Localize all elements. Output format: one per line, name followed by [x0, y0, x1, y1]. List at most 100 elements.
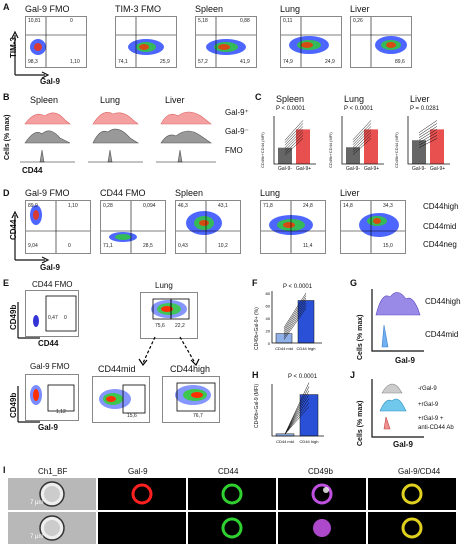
panel-d-title-0: Gal-9 FMO	[25, 188, 70, 198]
panel-c-pair-line	[352, 138, 372, 155]
panel-d-axis-arrows	[11, 210, 50, 264]
panel-c-title-0: Spleen	[276, 94, 305, 104]
panel-a-label: A	[3, 2, 10, 12]
panel-c-pair-line	[284, 129, 304, 148]
panel-a-quad-value: 57,2	[198, 59, 208, 65]
panel-i-channel-0: Ch1_BF	[38, 467, 68, 476]
panel-c-pair-line	[352, 120, 372, 140]
panel-i-image-cell	[278, 512, 366, 544]
hist-spleen	[20, 112, 75, 163]
panel-e-title-lung: Lung	[155, 281, 173, 290]
panel-j-histograms	[371, 379, 424, 438]
panel-d-quad-value: 24,8	[303, 203, 313, 209]
panel-f-xtick: CD44 high	[297, 346, 316, 351]
panel-c-pair-line	[352, 129, 372, 148]
panel-f-ytick: 80	[266, 291, 271, 296]
panel-c-pair-line	[284, 126, 304, 146]
panel-c-pair-line	[418, 132, 438, 143]
panel-a-plot-3: 0,11 74,9 24,9	[280, 16, 342, 68]
panel-c-pair-line	[352, 132, 372, 150]
panel-d-quad-value: 0	[68, 243, 71, 249]
panel-j-ylabel: Cells (% max)	[357, 400, 364, 446]
panel-j-legend-2: +rGal-9 +	[418, 416, 444, 422]
panel-h-pair-line	[284, 382, 310, 435]
panel-a-quad-value: 24,9	[325, 59, 335, 65]
panel-d-plot-2: 46,3 43,1 0,43 10,2	[175, 200, 241, 254]
panel-i-label: I	[3, 465, 6, 475]
panel-a-plot-0: 10,81 0 98,3 1,10	[25, 16, 87, 68]
panel-d-quad-value: 28,5	[143, 243, 153, 249]
panel-e-title-gal9fmo: Gal-9 FMO	[30, 362, 70, 371]
panel-d-quad-value: 43,1	[218, 203, 228, 209]
panel-a-xlabel: Gal-9	[40, 77, 61, 86]
panel-j-legend-1: +rGal-9	[418, 402, 439, 408]
panel-a-quad-value: 74,1	[118, 59, 128, 65]
panel-d-label: D	[3, 188, 10, 198]
panel-b-row-gal9neg: Gal-9⁻	[225, 127, 249, 136]
panel-c-pair-line	[284, 123, 304, 143]
panel-c-bar	[346, 147, 360, 164]
panel-e-title-cd44mid: CD44mid	[98, 364, 136, 374]
panel-a-title-3: Lung	[280, 4, 301, 14]
panel-e-plot-lung: 75,6 22,2	[140, 292, 198, 339]
panel-e-title-cd44high: CD44high	[170, 364, 211, 374]
panel-a-quad-value: 0,88	[240, 18, 250, 24]
panel-d-plot-1: 0,28 0,094 71,1 28,5	[100, 200, 166, 254]
panel-f-pair-line	[283, 292, 307, 328]
panel-b-title-spleen: Spleen	[30, 95, 59, 105]
panel-h-pair-line	[284, 406, 310, 435]
panel-f-pair-line	[283, 295, 307, 330]
panel-d-quad-value: 89,9	[28, 203, 38, 209]
panel-a-quad-value: 1,10	[70, 59, 80, 65]
panel-h-pair-line	[284, 398, 310, 435]
panel-d-title-3: Lung	[260, 188, 281, 198]
panel-c-tick: Gal-9-	[412, 166, 426, 172]
panel-d-plot-4: 14,8 34,3 15,0	[340, 200, 406, 254]
panel-h-xtick: CD44 high	[300, 439, 319, 444]
panel-g-histograms	[371, 289, 424, 352]
panel-i-image-cell	[188, 512, 276, 544]
panel-c-title-2: Liver	[410, 94, 430, 104]
panel-a-axis-arrows	[11, 30, 50, 79]
panel-i-channel-4: Gal-9/CD44	[398, 467, 441, 476]
panel-f-ylabel: CD49b+Gal-9+ (%)	[254, 307, 260, 350]
panel-d-title-4: Liver	[340, 188, 360, 198]
panel-a-quad-value: 25,9	[160, 59, 170, 65]
panel-d-xlabel: Gal-9	[40, 263, 61, 272]
panel-f-label: F	[252, 278, 258, 288]
panel-j-legend-0: -rGal-9	[418, 386, 437, 392]
hist-liver	[156, 111, 216, 163]
panel-i-scale-bar: 7 μm	[30, 500, 44, 506]
panel-b-label: B	[3, 92, 10, 102]
panel-c-pair-line	[284, 138, 304, 156]
panel-e-val-5: 15,6	[127, 413, 137, 419]
panel-d-quad-value: 15,0	[383, 243, 393, 249]
panel-c-pair-line	[418, 138, 438, 148]
panel-f-pair-line	[283, 305, 307, 338]
panel-e-plot-cd44high: 76,7	[162, 376, 220, 423]
panel-a-title-1: TIM-3 FMO	[115, 4, 161, 14]
panel-e-val-2: 75,6	[155, 323, 165, 329]
panel-d-title-2: Spleen	[175, 188, 204, 198]
panel-e-val-6: 76,7	[193, 413, 203, 419]
panel-i-image-cell: 7 μm	[8, 478, 96, 510]
panel-g-legend-high: CD44high	[425, 297, 461, 306]
panel-c-pair-line	[284, 135, 304, 153]
panel-i-channel-3: CD49b	[308, 467, 333, 476]
panel-c-pair-line	[418, 123, 438, 136]
panel-i-image-cell: 7 μm	[8, 512, 96, 544]
panel-d-title-1: CD44 FMO	[100, 188, 146, 198]
panel-d-plot-0: 89,9 1,10 9,04 0	[25, 200, 91, 254]
panel-c-bar	[430, 129, 444, 164]
panel-c-tick: Gal-9+	[296, 166, 312, 172]
panel-h-xtick: CD44 mid	[276, 439, 294, 444]
panel-f-pair-line	[283, 297, 307, 332]
panel-h-pair-line	[284, 402, 310, 435]
panel-d-plot-3: 71,8 24,8 11,4	[260, 200, 326, 254]
panel-c-pair-line	[418, 126, 438, 138]
panel-a-quad-value: 0,11	[283, 18, 293, 24]
panel-c-bar	[296, 129, 310, 164]
panel-j-label: J	[350, 370, 356, 380]
panel-f-bar	[275, 333, 293, 344]
panel-j-legend-3: anti-CD44 Ab	[418, 425, 454, 431]
